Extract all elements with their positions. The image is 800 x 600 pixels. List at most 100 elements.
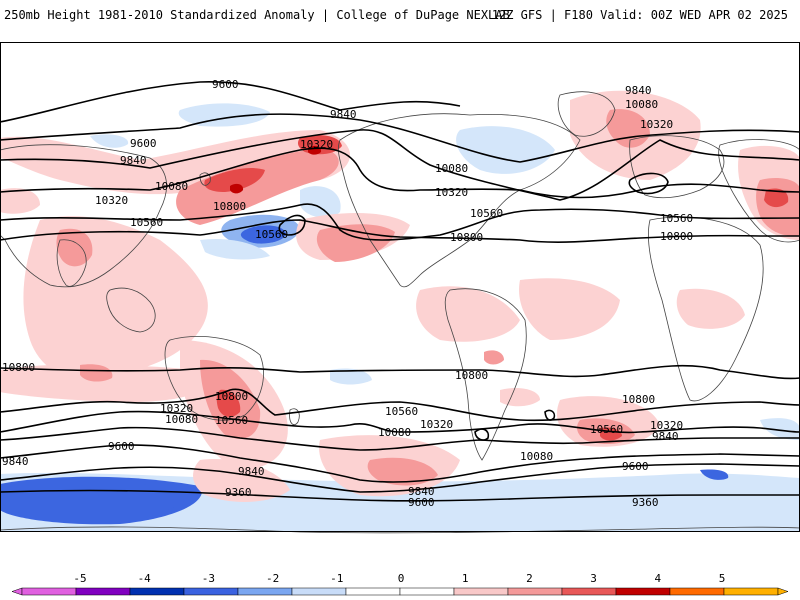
- contour-10800-south: [0, 364, 800, 380]
- colorbar-segment: [237, 587, 293, 596]
- asia-west-outline: [0, 144, 167, 288]
- colorbar-tick-label: -3: [202, 572, 215, 585]
- label-10320-e: 10320: [160, 402, 193, 415]
- colorbar-segment: [291, 587, 347, 596]
- label-10320-f: 10320: [420, 418, 453, 431]
- contour-9360-south: [0, 489, 800, 502]
- label-9840-f: 9840: [408, 485, 435, 498]
- label-10560-f: 10560: [385, 405, 418, 418]
- label-10560-g: 10560: [590, 423, 623, 436]
- colorbar-tick-label: -4: [138, 572, 152, 585]
- label-10800-e: 10800: [455, 369, 488, 382]
- colorbar-svg: -5 -4 -3 -2 -1 0 1 2 3 4 5: [11, 572, 789, 596]
- gulf-negative: [300, 186, 341, 218]
- label-9840-e: 9840: [238, 465, 265, 478]
- colorbar-tick-label: 1: [462, 572, 469, 585]
- label-9840-d: 9840: [2, 455, 29, 468]
- africa-positive: [676, 288, 745, 329]
- colorbar-tick-label: -1: [330, 572, 343, 585]
- west-edge-positive: [0, 188, 40, 214]
- anomaly-map: 9600 9600 9840 9840 9840 10080 10080 100…: [0, 40, 800, 548]
- colorbar-segments: [11, 587, 789, 596]
- contour-9600-south: [0, 463, 800, 493]
- contour-labels: 9600 9600 9840 9840 9840 10080 10080 100…: [2, 78, 693, 509]
- model-run-label: 12Z GFS | F180 Valid: 00Z WED APR 02 202…: [491, 8, 788, 22]
- label-10080-f: 10080: [520, 450, 553, 463]
- australia-positive-strong: [216, 389, 241, 417]
- label-10560-e: 10560: [215, 414, 248, 427]
- label-10800-a: 10800: [213, 200, 246, 213]
- colorbar-tick-label: -2: [266, 572, 279, 585]
- colorbar-segment: [669, 587, 725, 596]
- south-america-outline: [444, 288, 527, 461]
- colorbar-segment: [75, 587, 131, 596]
- north-pacific-negative: [178, 103, 270, 127]
- colorbar-segment: [129, 587, 185, 596]
- label-10080-b: 10080: [435, 162, 468, 175]
- colorbar-tick-label: 2: [526, 572, 533, 585]
- eurasia-positive-strong: [764, 188, 789, 208]
- label-10560-d: 10560: [660, 212, 693, 225]
- contour-10080-north: [0, 129, 800, 201]
- colorbar-ticks: -5 -4 -3 -2 -1 0 1 2 3 4 5: [73, 572, 725, 585]
- south-pacific-positive-med: [367, 457, 438, 486]
- asia-positive-med: [56, 228, 93, 267]
- south-america-positive: [519, 278, 620, 340]
- contour-9840-north: [0, 113, 800, 163]
- height-contours: [0, 81, 800, 502]
- colorbar-tick-label: 4: [654, 572, 661, 585]
- equatorial-positive: [416, 286, 520, 342]
- brazil-positive: [500, 388, 540, 407]
- new-zealand-outline: [289, 408, 300, 426]
- canada-negative: [456, 126, 555, 174]
- label-10320-d: 10320: [640, 118, 673, 131]
- south-indian-positive: [193, 459, 290, 502]
- label-10800-c: 10800: [660, 230, 693, 243]
- japan-outline: [199, 172, 211, 186]
- colorbar-tick-label: 5: [719, 572, 726, 585]
- colorbar-tick-label: -5: [73, 572, 86, 585]
- east-edge-negative: [760, 418, 800, 440]
- map-title: 250mb Height 1981-2010 Standardized Anom…: [4, 8, 510, 22]
- contour-10800-north: [0, 219, 800, 243]
- antarctica-outline: [0, 526, 800, 534]
- south-pacific-negative-small: [330, 368, 372, 385]
- negative-anomaly-shading: [0, 103, 800, 532]
- contour-10080-south: [0, 426, 800, 451]
- contour-10560-pacific-closed: [278, 214, 306, 236]
- colorbar-segment: [561, 587, 617, 596]
- contour-10320-europe-closed: [628, 172, 669, 195]
- colorbar: -5 -4 -3 -2 -1 0 1 2 3 4 5: [0, 560, 800, 600]
- equatorial-positive-med: [484, 350, 504, 365]
- map-svg: 9600 9600 9840 9840 9840 10080 10080 100…: [0, 42, 800, 534]
- label-9840-a: 9840: [330, 108, 357, 121]
- north-pacific-positive-strong: [204, 168, 265, 192]
- label-9360-b: 9360: [632, 496, 659, 509]
- label-9840-g: 9840: [652, 430, 679, 443]
- contour-9600-north: [0, 81, 461, 123]
- contour-10320-south-closed: [474, 428, 490, 441]
- colorbar-tick-label: 0: [398, 572, 405, 585]
- south-atlantic-negative-core: [700, 469, 729, 480]
- label-9600-d: 9600: [408, 496, 435, 509]
- label-10800-b: 10800: [450, 231, 483, 244]
- indian-positive: [0, 364, 208, 402]
- colorbar-segment: [507, 587, 563, 596]
- europe-outline: [629, 135, 725, 199]
- label-10320-c: 10320: [435, 186, 468, 199]
- colorbar-segment: [183, 587, 239, 596]
- colorbar-segment: [345, 587, 401, 596]
- indonesia-outline: [106, 287, 156, 333]
- label-10800-d: 10800: [2, 361, 35, 374]
- label-10080-e: 10080: [378, 426, 411, 439]
- colorbar-segment: [453, 587, 509, 596]
- india-outline: [56, 239, 87, 287]
- label-10080-d: 10080: [165, 413, 198, 426]
- colorbar-segment: [723, 587, 779, 596]
- label-9360-a: 9360: [225, 486, 252, 499]
- title-bar: 250mb Height 1981-2010 Standardized Anom…: [0, 0, 800, 40]
- east-pacific-positive-med: [316, 224, 395, 262]
- label-10080-a: 10080: [155, 180, 188, 193]
- north-pacific-positive-extreme: [230, 183, 244, 194]
- label-10320-g: 10320: [650, 419, 683, 432]
